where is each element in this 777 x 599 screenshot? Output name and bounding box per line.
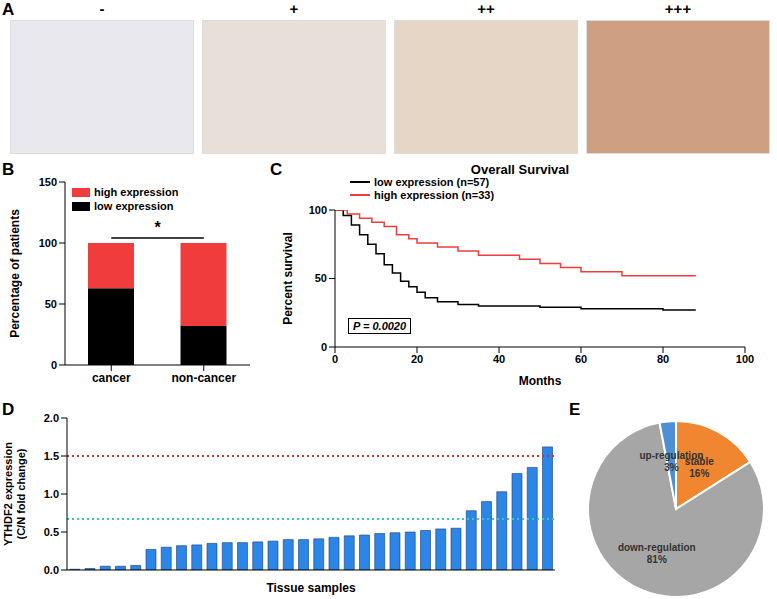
svg-text:80: 80 [657, 353, 669, 365]
svg-text:Percentage of patients: Percentage of patients [8, 209, 22, 338]
svg-text:50: 50 [45, 298, 57, 310]
svg-text:40: 40 [493, 353, 505, 365]
svg-text:YTHDF2 expression(C/N fold cha: YTHDF2 expression(C/N fold change) [8, 442, 27, 546]
svg-text:0: 0 [51, 359, 57, 371]
svg-text:1.5: 1.5 [44, 450, 59, 462]
svg-text:150: 150 [39, 176, 57, 188]
svg-text:1.0: 1.0 [44, 488, 59, 500]
svg-text:cancer: cancer [92, 371, 131, 385]
svg-text:0: 0 [332, 353, 338, 365]
svg-text:100: 100 [39, 237, 57, 249]
svg-text:100: 100 [309, 204, 327, 216]
svg-text:0.0: 0.0 [44, 564, 59, 576]
svg-text:*: * [154, 219, 161, 236]
svg-text:50: 50 [315, 272, 327, 284]
svg-text:down-regulation81%: down-regulation81% [618, 542, 696, 565]
svg-text:60: 60 [575, 353, 587, 365]
svg-text:Months: Months [519, 374, 562, 388]
svg-text:up-regulation3%: up-regulation3% [639, 450, 703, 473]
svg-text:Percent survival: Percent survival [281, 232, 295, 325]
svg-text:20: 20 [411, 353, 423, 365]
svg-text:0.5: 0.5 [44, 526, 59, 538]
svg-text:Tissue samples: Tissue samples [266, 581, 355, 595]
svg-text:100: 100 [736, 353, 754, 365]
svg-text:non-cancer: non-cancer [171, 371, 236, 385]
svg-text:2.0: 2.0 [44, 412, 59, 424]
svg-text:0: 0 [321, 341, 327, 353]
